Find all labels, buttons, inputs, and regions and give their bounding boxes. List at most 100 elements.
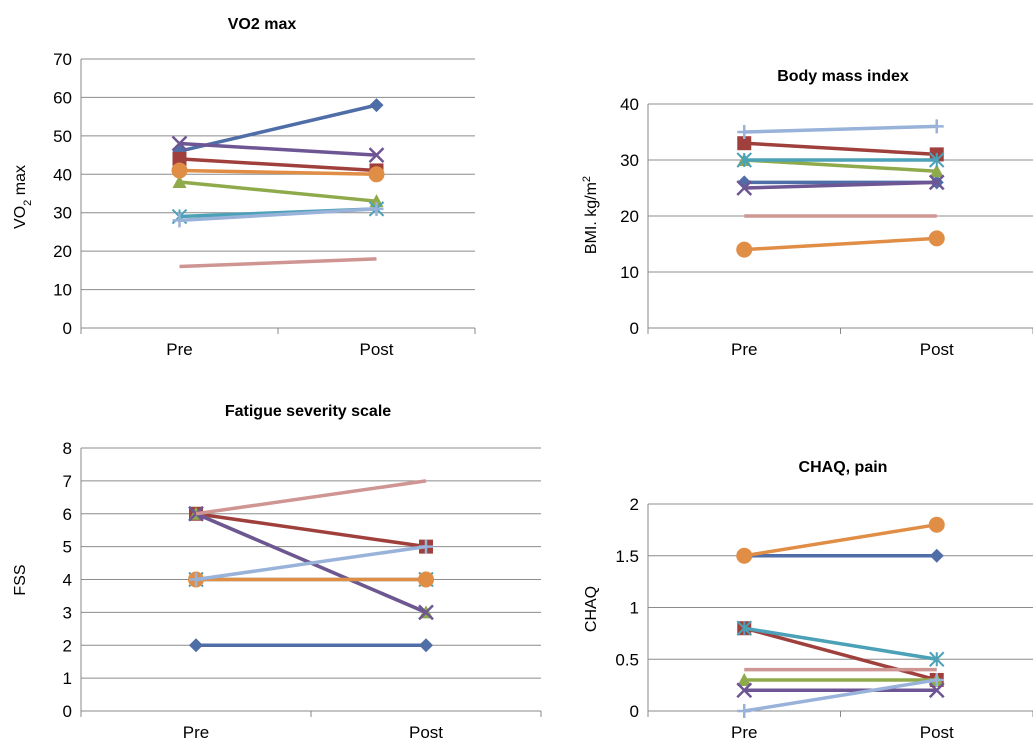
data-point-x xyxy=(171,135,188,152)
series-line xyxy=(744,141,937,157)
y-tick-label: 40 xyxy=(620,95,639,114)
series-purple xyxy=(171,135,385,163)
series-line xyxy=(195,512,427,549)
series-line xyxy=(195,479,427,516)
data-point-triangle xyxy=(369,194,384,208)
y-tick-label: 20 xyxy=(53,242,72,261)
data-point-x xyxy=(928,682,945,699)
series-line xyxy=(179,103,377,153)
y-tick-label: 0.5 xyxy=(615,650,639,669)
series-green xyxy=(172,174,384,208)
y-tick-label: 10 xyxy=(53,281,72,300)
y-tick-label: 0 xyxy=(63,319,72,338)
y-axis-label: BMI. kg/m2 xyxy=(581,176,600,254)
y-tick-label: 30 xyxy=(53,204,72,223)
series-line xyxy=(179,141,377,157)
series-lightblue xyxy=(737,119,944,139)
series-red xyxy=(737,136,944,162)
chaq-pain-panel: CHAQ, pain CHAQ 0 0.5 1 1.5 2 Pre Post xyxy=(583,459,1033,742)
data-point-plus xyxy=(419,539,433,554)
y-tick-label: 1 xyxy=(63,669,72,688)
x-tick-label: Post xyxy=(920,723,954,742)
vo2-max-panel: VO2 max VO2 max 0 10 20 30 40 50 60 70 Pre Post xyxy=(12,16,476,359)
series-orange xyxy=(736,230,945,258)
series-teal xyxy=(736,620,945,667)
series-pink xyxy=(195,479,427,516)
y-tick-label: 2 xyxy=(630,495,639,514)
series-lightblue xyxy=(172,201,384,228)
bmi-panel: Body mass index BMI. kg/m2 0 10 20 30 40 Pre P… xyxy=(581,68,1033,359)
y-tick-label: 1.5 xyxy=(615,547,639,566)
x-tick-label: Pre xyxy=(731,340,757,359)
chart-title: VO2 max xyxy=(228,16,297,33)
series-lightblue xyxy=(737,672,944,718)
y-tick-label: 4 xyxy=(63,571,72,590)
data-point-x xyxy=(928,174,945,191)
data-point-plus xyxy=(737,125,752,139)
y-tick-label: 5 xyxy=(63,538,72,557)
series-line xyxy=(195,544,427,582)
y-tick-label: 1 xyxy=(630,599,639,618)
data-point-x xyxy=(418,604,434,621)
data-point-plus xyxy=(369,201,384,216)
data-point-plus xyxy=(737,704,752,718)
x-tick-label: Post xyxy=(920,340,954,359)
data-point-plus xyxy=(172,213,187,228)
y-tick-label: 0 xyxy=(630,702,639,721)
series-orange xyxy=(171,162,385,183)
series-line xyxy=(744,158,937,173)
y-tick-label: 50 xyxy=(53,127,72,146)
series-line xyxy=(744,236,937,252)
series-line xyxy=(744,180,937,190)
series-orange xyxy=(188,571,434,588)
data-point-square xyxy=(172,151,187,166)
data-point-diamond xyxy=(929,548,944,563)
data-point-plus xyxy=(929,672,944,687)
series-line xyxy=(179,168,377,177)
data-point-x xyxy=(736,682,753,699)
series-line xyxy=(179,180,377,203)
y-tick-label: 0 xyxy=(630,319,639,338)
series-purple xyxy=(736,174,945,196)
x-tick-label: Pre xyxy=(731,723,757,742)
y-tick-label: 7 xyxy=(63,472,72,491)
data-point-circle xyxy=(736,547,753,564)
x-tick-label: Pre xyxy=(183,723,209,742)
series-purple xyxy=(736,682,945,699)
data-point-circle xyxy=(171,162,188,179)
y-tick-label: 10 xyxy=(620,263,639,282)
data-point-circle xyxy=(928,516,945,533)
data-point-diamond xyxy=(419,638,433,653)
y-axis-label: VO2 max xyxy=(12,165,34,229)
y-tick-label: 8 xyxy=(63,439,72,458)
y-tick-label: 0 xyxy=(63,702,72,721)
series-orange xyxy=(736,516,945,564)
x-tick-label: Post xyxy=(409,723,443,742)
y-tick-label: 70 xyxy=(53,50,72,69)
series-line xyxy=(743,626,938,661)
data-point-circle xyxy=(418,571,434,588)
y-tick-label: 20 xyxy=(620,207,639,226)
series-line xyxy=(743,522,938,558)
data-point-diamond xyxy=(189,638,203,653)
y-tick-label: 60 xyxy=(53,88,72,107)
series-line xyxy=(179,257,377,269)
y-tick-label: 2 xyxy=(63,636,72,655)
series-line xyxy=(744,124,937,134)
y-axis-label: FSS xyxy=(12,564,29,595)
x-tick-label: Post xyxy=(359,340,393,359)
data-point-plus xyxy=(929,119,944,134)
chart-title: Fatigue severity scale xyxy=(225,403,391,420)
data-point-circle xyxy=(736,241,753,258)
data-point-triangle xyxy=(929,164,944,178)
data-point-star xyxy=(929,651,945,667)
y-tick-label: 6 xyxy=(63,505,72,524)
y-axis-label: CHAQ xyxy=(583,586,600,632)
fss-panel: Fatigue severity scale FSS 0 1 2 3 4 5 6 7 8 Pre P… xyxy=(12,403,542,742)
series-line xyxy=(179,207,377,223)
series-teal xyxy=(736,152,945,168)
data-point-x xyxy=(368,147,385,163)
series-pink xyxy=(179,257,377,269)
x-tick-label: Pre xyxy=(166,340,192,359)
